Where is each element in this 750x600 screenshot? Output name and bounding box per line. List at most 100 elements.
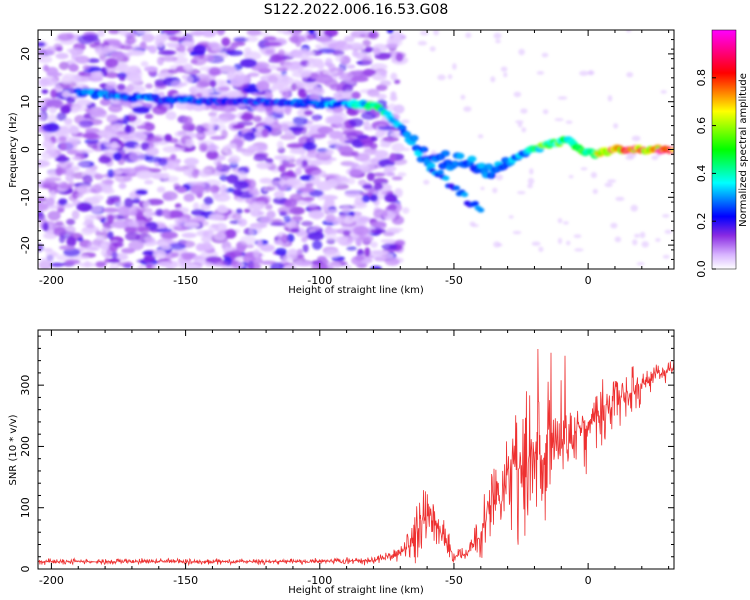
heatmap-noise-cell xyxy=(297,187,315,193)
heatmap-noise-cell xyxy=(47,210,61,221)
heatmap-noise-cell xyxy=(344,190,362,198)
heatmap-noise-cell xyxy=(465,32,472,39)
heatmap-noise-cell xyxy=(117,148,126,156)
heatmap-noise-cell xyxy=(119,76,126,82)
heatmap-noise-cell xyxy=(417,40,428,46)
heatmap-noise-cell xyxy=(452,63,457,70)
heatmap-noise-cell xyxy=(267,75,278,84)
heatmap-noise-cell xyxy=(286,178,301,186)
heatmap-noise-cell xyxy=(565,120,573,124)
heatmap-noise-cell xyxy=(541,52,549,58)
heatmap-noise-cell xyxy=(463,106,472,112)
spectrogram-y-tick-label: 0 xyxy=(19,146,32,153)
heatmap-ridge-cell xyxy=(469,157,475,161)
heatmap-noise-cell xyxy=(196,216,206,221)
heatmap-noise-cell xyxy=(259,177,273,184)
heatmap-noise-cell xyxy=(278,186,287,192)
snr-panel: -200 -150 -100 -50 0 0 100 200 300 Height of str… xyxy=(8,329,675,596)
snr-plot-area xyxy=(38,330,674,569)
heatmap-noise-cell xyxy=(57,33,74,41)
heatmap-noise-cell xyxy=(338,145,354,155)
heatmap-noise-cell xyxy=(303,110,313,116)
heatmap-noise-cell xyxy=(118,182,127,190)
snr-y-axis-title: SNR (10 * v/v) xyxy=(8,414,19,485)
heatmap-noise-cell xyxy=(376,121,387,129)
heatmap-noise-cell xyxy=(471,224,479,228)
heatmap-noise-cell xyxy=(76,149,94,154)
spectrogram-x-tick-label: -200 xyxy=(39,274,64,287)
heatmap-noise-cell xyxy=(160,231,179,239)
heatmap-noise-cell xyxy=(226,174,239,184)
colorbar-ticks: 0.0 0.2 0.4 0.6 0.8 xyxy=(695,69,716,278)
heatmap-noise-cell xyxy=(216,106,232,111)
heatmap-noise-cell xyxy=(386,227,404,233)
heatmap-noise-cell xyxy=(258,67,272,74)
heatmap-noise-cell xyxy=(197,244,215,252)
heatmap-noise-cell xyxy=(256,162,271,170)
heatmap-noise-cell xyxy=(289,79,302,85)
heatmap-noise-cell xyxy=(71,210,80,220)
heatmap-noise-cell xyxy=(82,34,99,42)
spectrogram-y-axis-title: Frequency (Hz) xyxy=(8,112,19,188)
heatmap-noise-cell xyxy=(356,134,369,140)
heatmap-noise-cell xyxy=(244,208,251,213)
heatmap-noise-cell xyxy=(344,264,352,269)
heatmap-noise-cell xyxy=(610,222,618,229)
heatmap-noise-cell xyxy=(157,157,168,166)
heatmap-noise-cell xyxy=(148,45,157,54)
heatmap-noise-cell xyxy=(324,229,338,234)
heatmap-noise-cell xyxy=(108,30,121,35)
heatmap-noise-cell xyxy=(82,132,100,139)
heatmap-noise-cell xyxy=(557,218,563,224)
heatmap-noise-cell xyxy=(140,61,149,67)
heatmap-ridge-cell xyxy=(442,175,450,181)
heatmap-noise-cell xyxy=(76,162,91,167)
heatmap-noise-cell xyxy=(542,109,549,115)
heatmap-noise-cell xyxy=(393,104,405,114)
heatmap-noise-cell xyxy=(203,196,214,206)
heatmap-noise-cell xyxy=(71,105,89,112)
heatmap-noise-cell xyxy=(132,106,150,114)
heatmap-noise-cell xyxy=(185,138,195,148)
heatmap-noise-cell xyxy=(68,194,78,202)
heatmap-noise-cell xyxy=(60,105,72,114)
heatmap-noise-cell xyxy=(208,143,216,153)
heatmap-noise-cell xyxy=(283,92,291,99)
heatmap-noise-cell xyxy=(55,221,64,226)
heatmap-noise-cell xyxy=(91,71,104,80)
heatmap-noise-cell xyxy=(351,91,361,100)
heatmap-noise-cell xyxy=(87,58,100,64)
colorbar: 0.0 0.2 0.4 0.6 0.8 Normalized spectral ampl… xyxy=(695,29,749,278)
heatmap-noise-cell xyxy=(182,254,194,261)
heatmap-ridge-cell xyxy=(467,161,472,166)
heatmap-noise-cell xyxy=(89,205,102,214)
heatmap-noise-cell xyxy=(132,197,141,204)
heatmap-noise-cell xyxy=(390,91,397,99)
heatmap-noise-cell xyxy=(265,204,273,210)
heatmap-noise-cell xyxy=(292,216,303,222)
heatmap-noise-cell xyxy=(477,134,484,139)
heatmap-noise-cell xyxy=(99,131,113,137)
heatmap-noise-cell xyxy=(46,66,59,77)
heatmap-noise-cell xyxy=(397,172,407,177)
heatmap-noise-cell xyxy=(345,132,358,140)
heatmap-noise-cell xyxy=(160,244,172,250)
heatmap-noise-cell xyxy=(423,179,430,185)
heatmap-noise-cell xyxy=(246,244,254,249)
heatmap-ridge-cell xyxy=(409,140,414,144)
heatmap-noise-cell xyxy=(219,174,228,182)
heatmap-noise-cell xyxy=(346,64,356,69)
heatmap-noise-cell xyxy=(391,176,403,181)
heatmap-noise-cell xyxy=(335,123,346,128)
heatmap-noise-cell xyxy=(370,135,378,142)
heatmap-noise-cell xyxy=(615,196,625,201)
heatmap-noise-cell xyxy=(339,72,354,79)
heatmap-noise-cell xyxy=(99,241,107,249)
heatmap-noise-cell xyxy=(114,169,123,175)
heatmap-noise-cell xyxy=(391,142,405,153)
heatmap-noise-cell xyxy=(102,148,119,154)
heatmap-noise-cell xyxy=(323,249,341,259)
heatmap-noise-cell xyxy=(122,114,130,125)
heatmap-noise-cell xyxy=(128,151,146,162)
